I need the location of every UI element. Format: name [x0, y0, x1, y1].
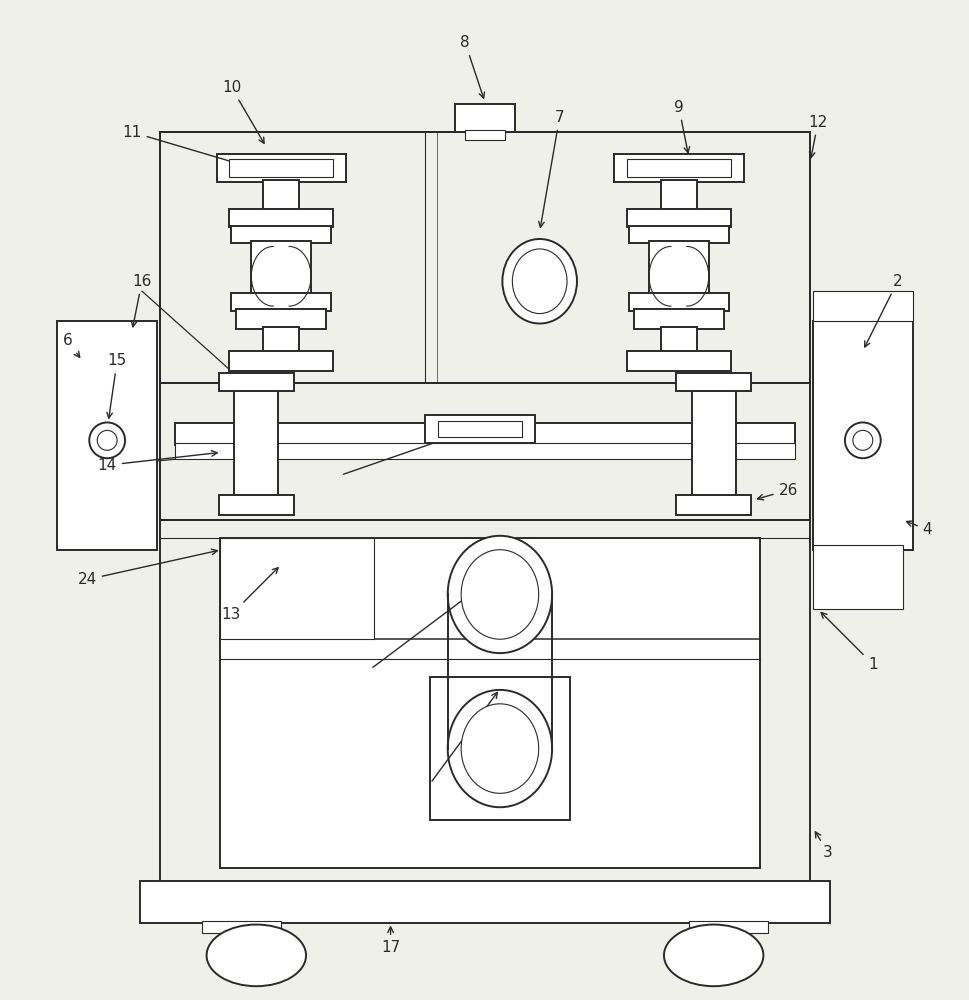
Text: 15: 15	[107, 353, 127, 418]
Ellipse shape	[460, 550, 538, 639]
Bar	[263, 180, 298, 210]
Circle shape	[97, 430, 117, 450]
Bar	[812, 321, 912, 550]
Text: 4: 4	[906, 521, 931, 537]
Text: 1: 1	[821, 612, 877, 672]
Bar	[430, 677, 569, 820]
Bar	[140, 881, 829, 923]
Bar	[454, 104, 515, 132]
Bar	[174, 443, 795, 459]
Bar	[660, 180, 696, 210]
Bar	[236, 309, 326, 329]
Bar	[691, 381, 735, 510]
Bar	[218, 373, 294, 391]
Bar	[613, 154, 743, 182]
Text: 10: 10	[222, 80, 264, 143]
Ellipse shape	[502, 239, 577, 324]
Ellipse shape	[206, 925, 305, 986]
Ellipse shape	[512, 249, 567, 314]
Bar	[232, 226, 330, 243]
Text: 3: 3	[815, 832, 832, 860]
Text: 11: 11	[122, 125, 245, 167]
Bar	[424, 415, 534, 443]
Bar	[464, 130, 505, 140]
Bar	[202, 921, 281, 933]
Text: 17: 17	[381, 927, 400, 955]
Bar	[688, 921, 767, 933]
Bar	[230, 159, 332, 177]
Bar	[627, 159, 730, 177]
Text: 2: 2	[864, 274, 901, 347]
Bar	[216, 154, 345, 182]
Text: 13: 13	[222, 568, 278, 622]
Bar	[629, 293, 728, 311]
Bar	[160, 132, 809, 903]
Text: 6: 6	[62, 333, 79, 357]
Bar	[232, 293, 330, 311]
Ellipse shape	[460, 704, 538, 793]
Bar	[219, 538, 373, 639]
Ellipse shape	[448, 536, 551, 653]
Ellipse shape	[664, 925, 763, 986]
Text: 14: 14	[98, 451, 217, 473]
Bar	[174, 423, 795, 445]
Circle shape	[844, 422, 880, 458]
Bar	[627, 351, 730, 371]
Ellipse shape	[448, 690, 551, 807]
Circle shape	[852, 430, 872, 450]
Bar	[634, 309, 723, 329]
Bar	[230, 209, 332, 227]
Bar	[218, 495, 294, 515]
Bar	[627, 209, 730, 227]
Bar	[660, 327, 696, 353]
Text: 16: 16	[131, 274, 151, 327]
Bar	[160, 132, 809, 383]
Bar	[812, 545, 902, 609]
Text: 8: 8	[460, 35, 484, 98]
Bar	[160, 383, 809, 520]
Text: 26: 26	[757, 483, 797, 500]
Bar	[57, 321, 157, 550]
Text: 24: 24	[78, 549, 217, 587]
Text: 7: 7	[538, 110, 564, 227]
Bar	[263, 327, 298, 353]
Text: 12: 12	[807, 115, 827, 158]
Bar	[648, 241, 708, 301]
Bar	[675, 495, 751, 515]
Bar	[629, 226, 728, 243]
Bar	[438, 421, 521, 437]
Bar	[251, 241, 311, 301]
Bar	[675, 373, 751, 391]
Bar	[219, 538, 760, 868]
Text: 9: 9	[673, 100, 689, 153]
Bar	[230, 351, 332, 371]
Bar	[812, 291, 912, 321]
Bar	[234, 381, 278, 510]
Circle shape	[89, 422, 125, 458]
